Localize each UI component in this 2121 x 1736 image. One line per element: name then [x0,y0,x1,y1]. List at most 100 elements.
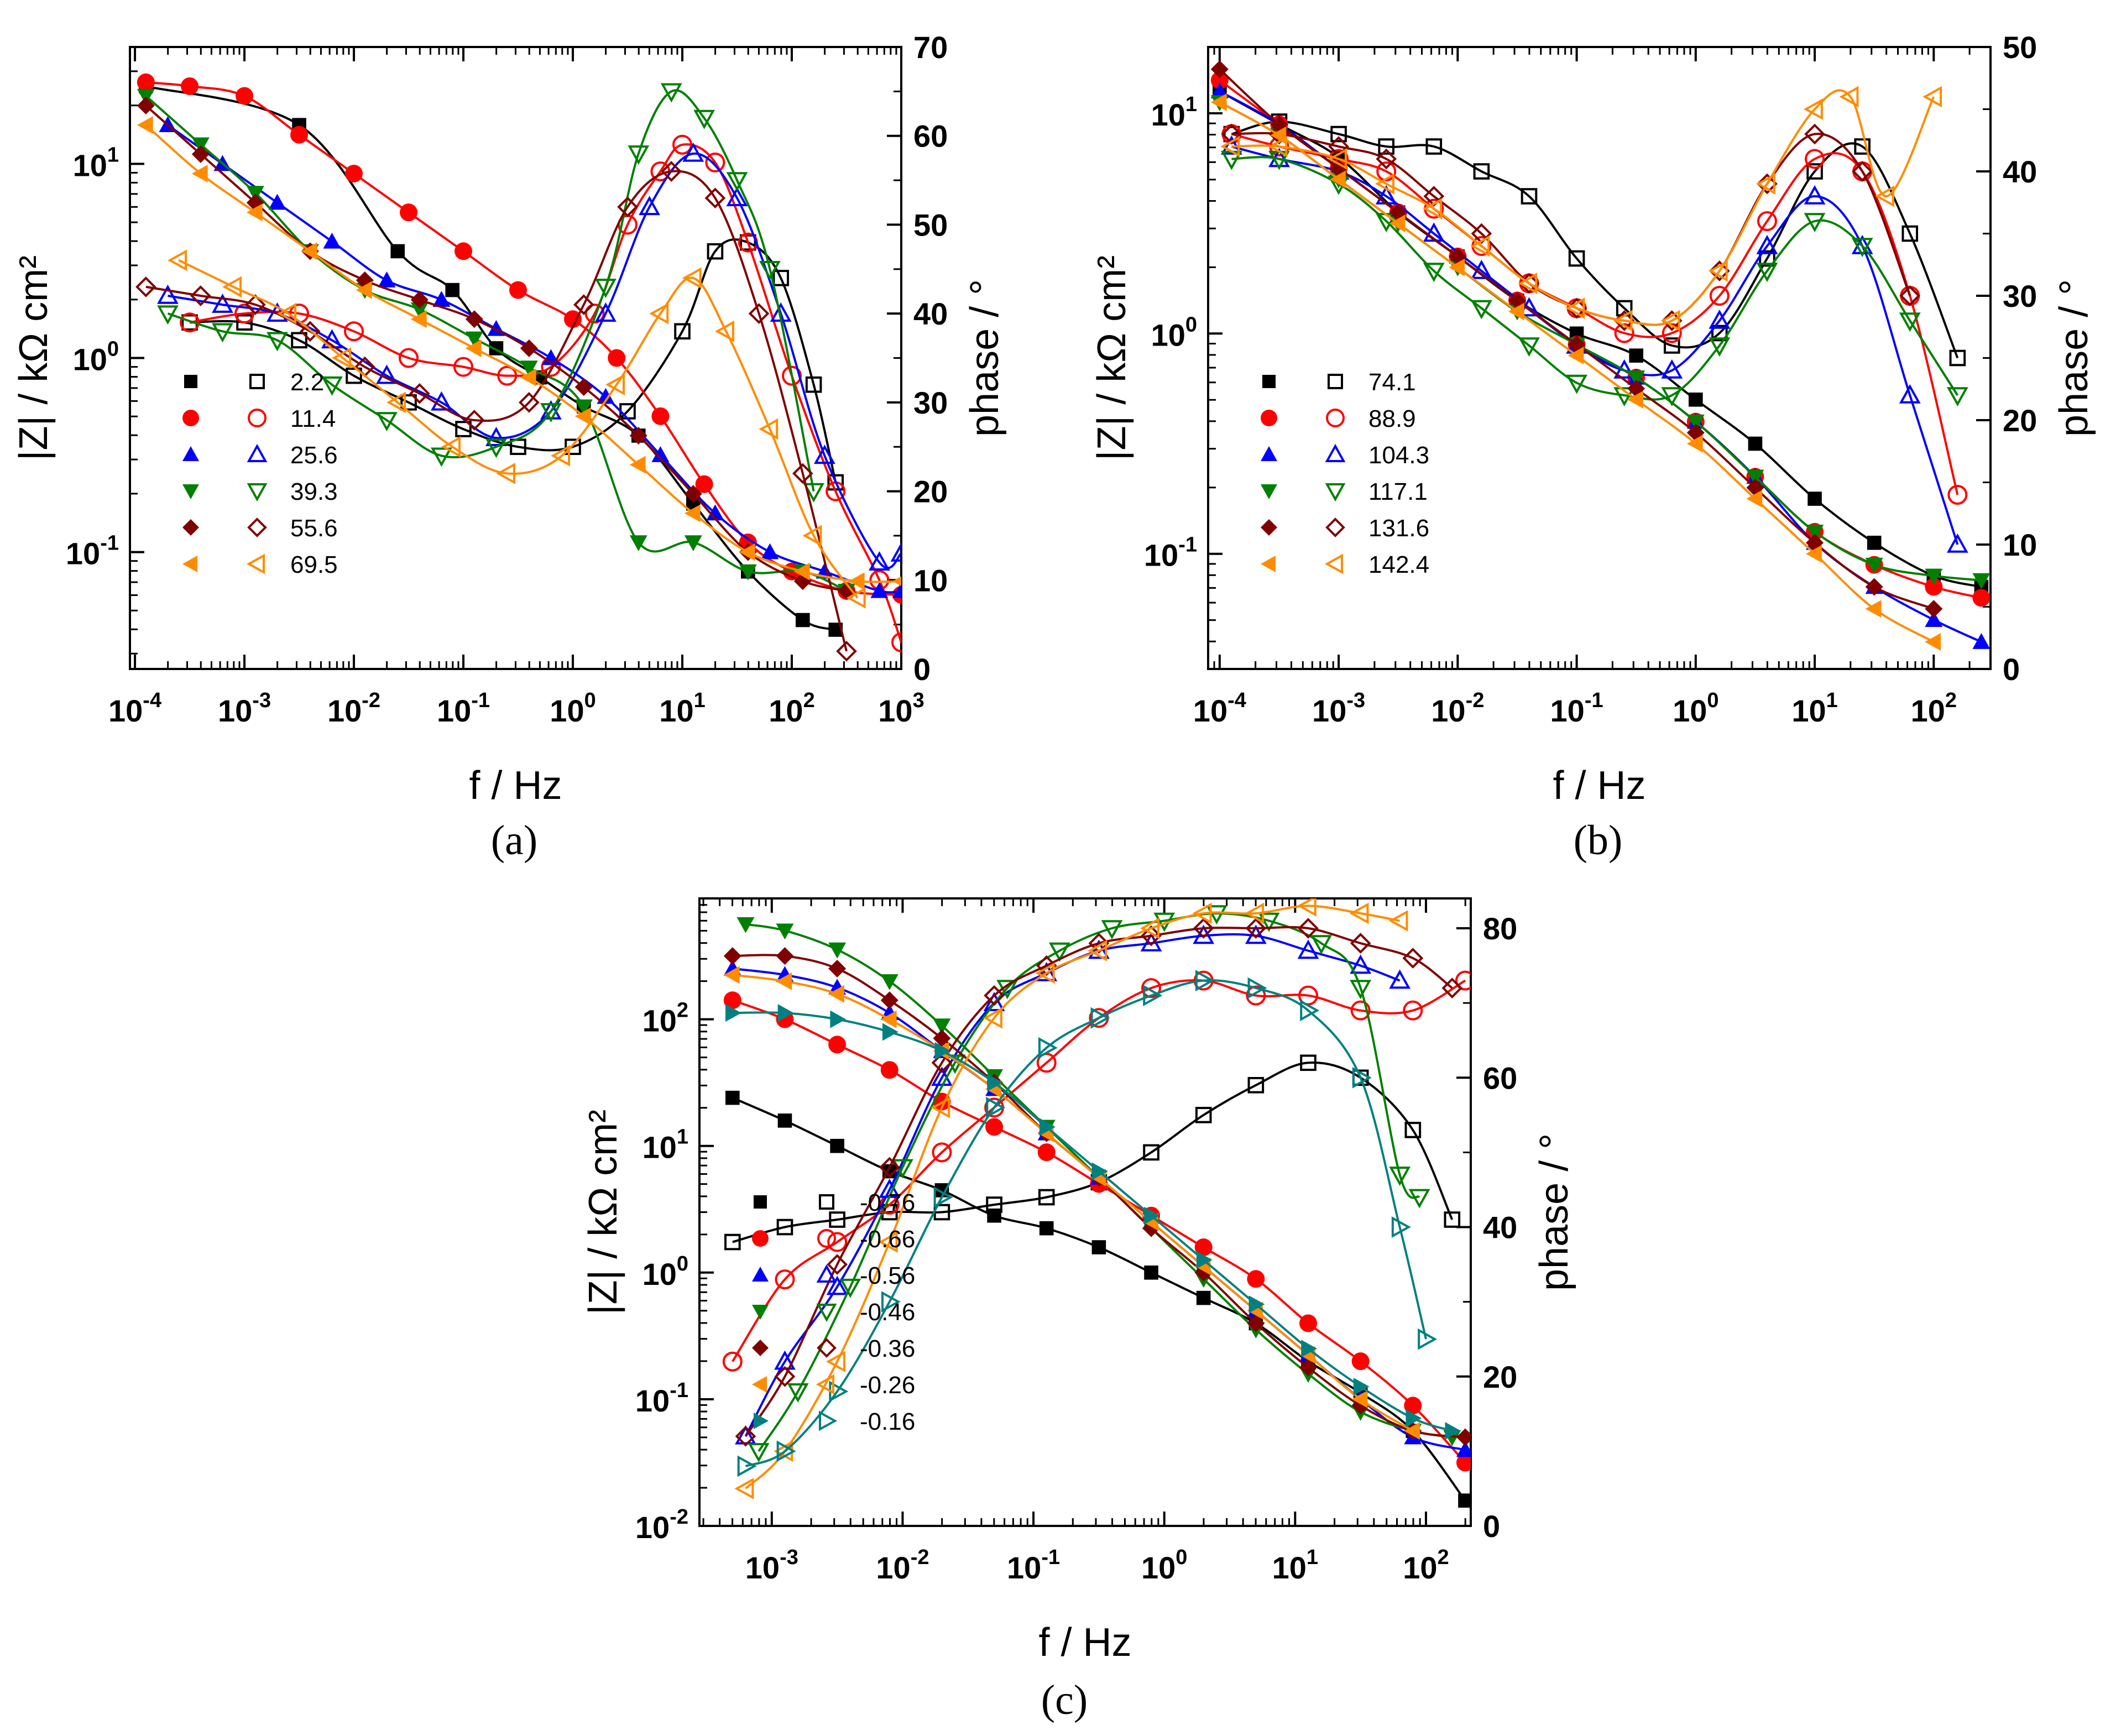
impedance-point [723,966,740,984]
impedance-point [830,1010,847,1028]
phase-point [1709,309,1731,329]
impedance-point [356,281,372,299]
impedance-point [1746,490,1763,508]
phase-point [431,391,452,411]
phase-point [386,391,406,414]
phase-point [1205,905,1227,925]
panel-b-label: (b) [1574,817,1623,864]
phase-point [1949,349,1966,367]
phase-point [726,187,748,207]
impedance-point [1351,1352,1370,1371]
impedance-point [1248,1295,1265,1314]
phase-point [782,365,802,386]
phase-point [399,348,419,368]
series--0.36 [723,918,1471,1447]
plot-frame [698,897,1472,1527]
impedance-point [777,1004,794,1022]
impedance-point [564,310,582,328]
phase-point [321,329,343,349]
legend-marker-open [819,1410,838,1431]
impedance-point [323,232,341,249]
series-25.6 [157,116,901,598]
impedance-point [520,368,536,386]
impedance-point [828,985,844,1003]
impedance-point [776,923,794,940]
impedance-point [1144,1266,1158,1280]
impedance-point [1351,1390,1368,1408]
impedance-point [1865,557,1883,574]
x-tick-label: 102 [769,689,814,728]
phase-point [1376,161,1397,181]
series-142.4 [1210,86,1942,651]
phase-point [693,109,715,129]
phase-point [168,249,187,271]
phase-point [869,551,890,571]
x-tick-label: 10-3 [1312,689,1365,728]
impedance-point [268,194,286,210]
impedance-point [882,1023,898,1041]
legend-label: -0.76 [860,1189,915,1216]
impedance-point [629,426,647,445]
y-axis-title-left: |Z| / kΩ cm² [12,255,56,461]
legend: -0.76 -0.66 -0.56 -0.46 -0.36 -0.26 -0.16 [752,1189,915,1435]
impedance-point [793,562,810,581]
y-right-tick-label: 80 [1483,911,1517,946]
y-axis-title-left: |Z| / kΩ cm² [1090,255,1134,461]
phase-point [277,302,297,325]
y-right-tick-label: 0 [913,652,931,687]
y-right-tick-label: 0 [2003,652,2020,687]
phase-point [1143,1144,1159,1161]
phase-point [672,134,693,155]
y-tick-label: 10-1 [66,532,119,571]
x-tick-label: 100 [550,689,595,728]
x-tick-label: 10-2 [876,1546,929,1585]
phase-point [1661,359,1683,379]
impedance-point [1196,1290,1211,1305]
phase-point [321,376,343,396]
impedance-point [1746,469,1764,486]
phase-point [1038,1189,1055,1206]
impedance-point [301,242,317,260]
impedance-point [1508,302,1524,321]
legend-label: 39.3 [290,478,338,505]
x-tick-label: 10-1 [1007,1546,1060,1585]
legend: 2.2 11.4 25.6 39.3 55.6 69.5 [182,369,338,578]
impedance-point [629,456,646,474]
impedance-point [739,564,757,581]
impedance-point [725,1004,741,1022]
phase-point [1328,136,1349,157]
phase-point [1101,920,1123,940]
phase-point [1088,933,1110,954]
phase-point [1140,932,1162,951]
y-tick-label: 101 [73,143,119,182]
impedance-point [465,339,482,357]
legend-marker-filled [754,1195,767,1209]
phase-point [1268,135,1288,158]
plot-area [135,73,901,662]
x-tick-label: 101 [1791,689,1837,728]
impedance-point [1627,370,1645,386]
phase-point [891,632,901,652]
phase-point [1245,924,1267,944]
phase-point [1391,1216,1411,1238]
phase-point [1899,285,1921,306]
legend-label: 88.9 [1368,405,1416,432]
phase-point [1195,1107,1212,1123]
y-right-tick-label: 30 [2003,279,2037,313]
phase-fit-line [168,152,901,569]
y-tick-label: 100 [642,1252,688,1291]
phase-point [722,1351,743,1372]
phase-point [740,234,756,251]
phase-point [829,1211,845,1228]
phase-point [931,1096,950,1118]
series--0.26 [723,898,1420,1499]
panel-a-label: (a) [491,817,537,864]
phase-point [1806,163,1823,180]
impedance-point [345,164,363,182]
impedance-point [828,1036,847,1054]
phase-point [1441,977,1463,998]
phase-point [1247,1076,1265,1094]
phase-point [1350,954,1372,974]
phase-point [1376,148,1397,170]
phase-point [1035,962,1055,984]
